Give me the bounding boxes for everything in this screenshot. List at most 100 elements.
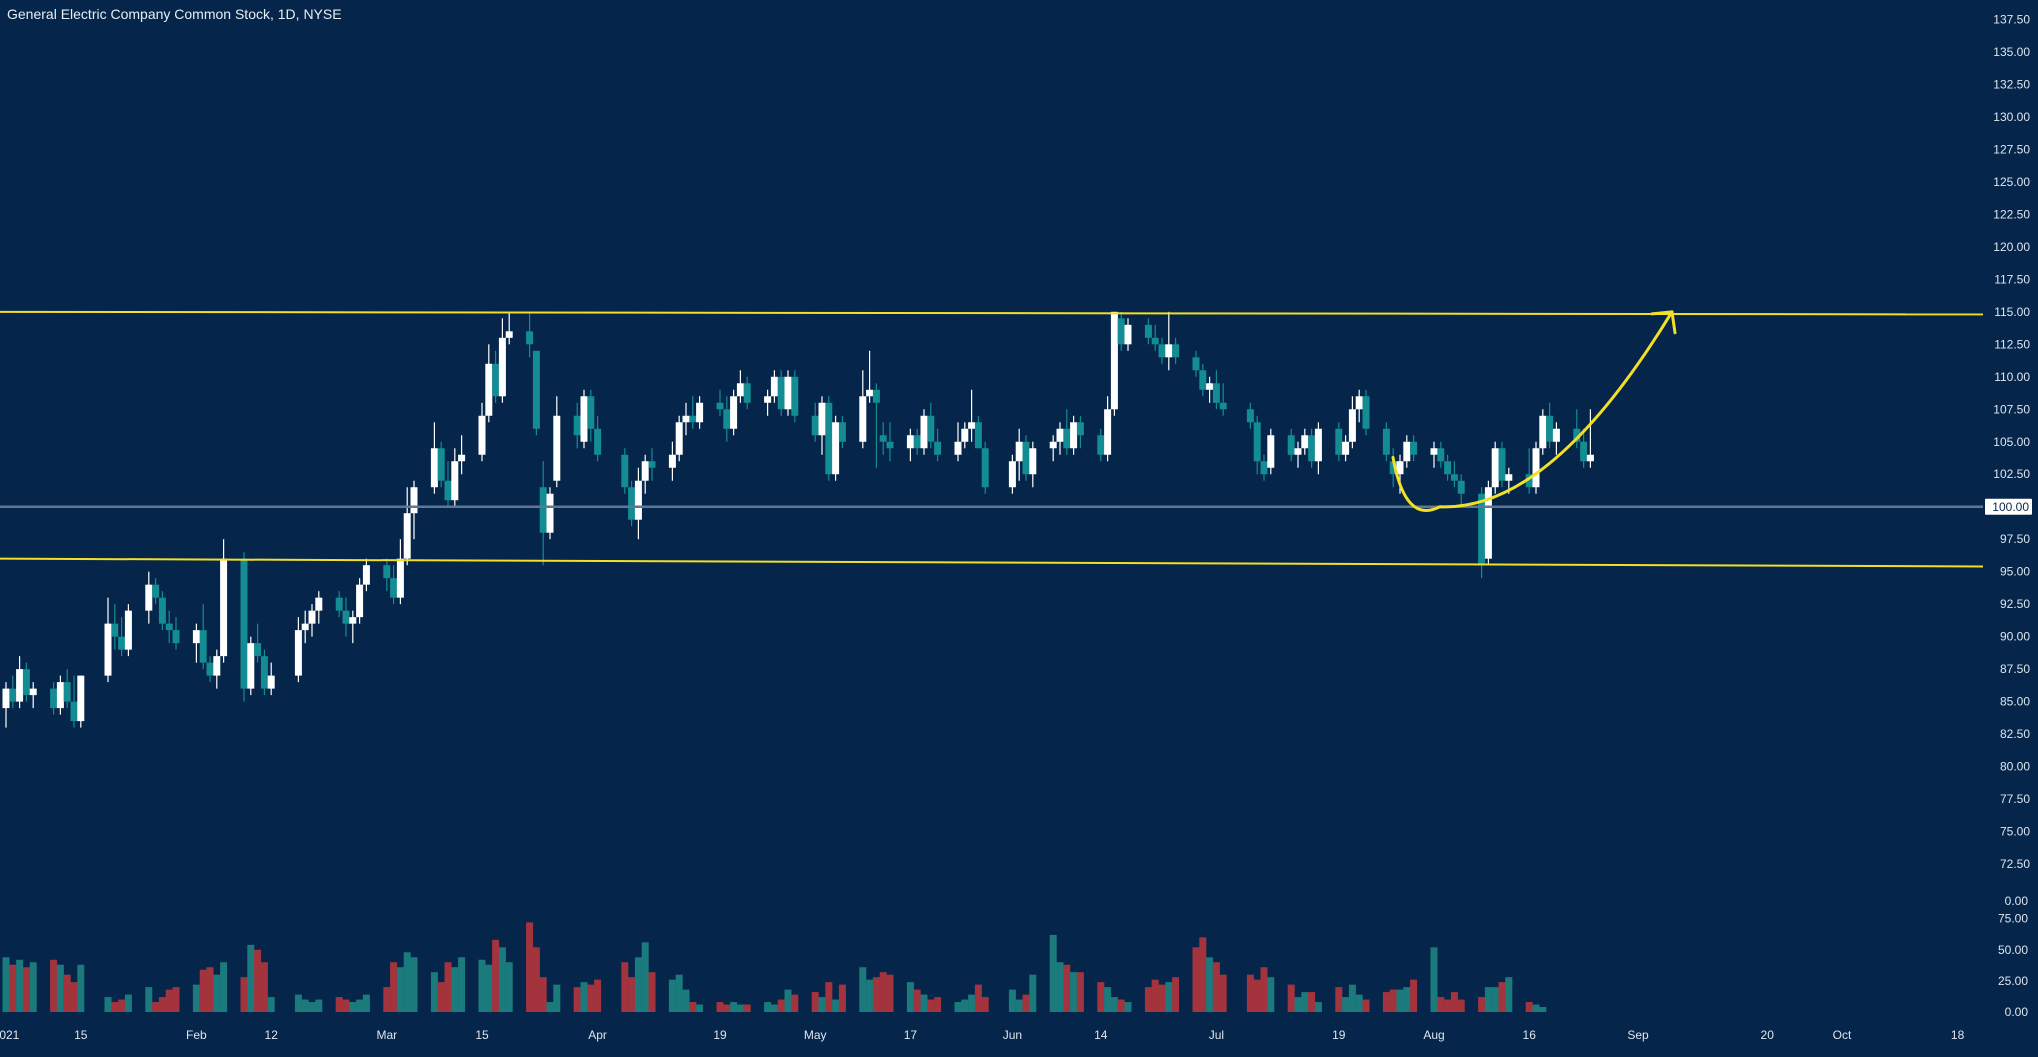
candle (2, 682, 10, 728)
volume-bar (315, 999, 323, 1012)
candle (349, 610, 357, 644)
volume-bar (2, 957, 10, 1012)
candle (1362, 389, 1370, 436)
candle-body (1410, 441, 1418, 455)
candle (1308, 428, 1316, 468)
candle-body (451, 461, 459, 501)
candle (539, 461, 547, 566)
candle-body (77, 675, 85, 722)
volume-bar (934, 997, 942, 1012)
price-tick-label: 77.50 (2000, 792, 2030, 806)
candle (1246, 402, 1254, 429)
candle (879, 422, 887, 455)
volume-bar (1301, 992, 1309, 1012)
candle-body (689, 415, 697, 423)
volume-axis: 0.00 75.00 50.00 25.00 0.00 (1998, 894, 2028, 1019)
candle (934, 428, 942, 462)
price-tick-label: 105.00 (1993, 435, 2030, 449)
candle (526, 311, 534, 358)
candle (1525, 448, 1533, 494)
candle-body (736, 383, 744, 397)
candle (301, 610, 309, 644)
time-axis[interactable]: 2021 15 Feb 12 Mar 15 Apr 19 May 17 Jun 14 Jul 19 Aug 1… (0, 1028, 2038, 1042)
candle-body (1314, 428, 1322, 462)
price-tick-label: 85.00 (2000, 695, 2030, 709)
candle-body (1022, 441, 1030, 475)
candle (63, 669, 71, 709)
candle-body (1396, 461, 1404, 475)
candle-body (1546, 415, 1554, 442)
volume-bar (1192, 947, 1200, 1012)
price-tick-label: 107.50 (1993, 402, 2030, 416)
candle (294, 617, 302, 683)
price-axis[interactable]: 137.50 135.00 132.50 130.00 127.50 125.00 122.… (1985, 12, 2032, 871)
candle (1070, 415, 1078, 455)
candle-body (342, 610, 350, 624)
candle (1260, 454, 1268, 481)
candle-body (872, 389, 880, 403)
resistance-trendline (0, 310, 1984, 316)
time-tick-label: 19 (713, 1028, 727, 1042)
candle-body (104, 623, 112, 676)
volume-bar (1029, 974, 1037, 1012)
volume-bar (1484, 987, 1492, 1012)
volume-bar (1124, 1002, 1132, 1012)
candle-body (1151, 337, 1159, 345)
candle-body (1301, 435, 1309, 449)
candle-body (267, 675, 275, 689)
time-tick-label: May (804, 1028, 827, 1042)
volume-bar (356, 999, 364, 1012)
candle-body (974, 422, 982, 449)
candle (981, 441, 989, 494)
candle (9, 675, 17, 709)
volume-bar (172, 987, 180, 1012)
candle (1015, 428, 1023, 481)
volume-bar (199, 969, 207, 1012)
candle (50, 682, 58, 715)
candle (172, 617, 180, 650)
volume-tick-label: 75.00 (1998, 912, 2028, 926)
volume-bar (641, 942, 649, 1012)
candle (818, 396, 826, 455)
candle-body (1008, 461, 1016, 488)
candle-body (478, 415, 486, 455)
price-tick-label: 97.50 (2000, 532, 2030, 546)
candle-body (390, 578, 398, 598)
candle-body (1192, 357, 1200, 371)
volume-bar (546, 1002, 554, 1012)
time-tick-label: 18 (1951, 1028, 1965, 1042)
volume-bar (342, 999, 350, 1012)
volume-bar (29, 962, 37, 1012)
volume-bar (689, 1002, 697, 1012)
candle (1498, 441, 1506, 488)
volume-bar (954, 1002, 962, 1012)
candle-body (641, 461, 649, 481)
volume-bar (1362, 999, 1370, 1012)
candle-body (1212, 383, 1220, 403)
volume-bar (974, 984, 982, 1012)
candle (1586, 409, 1594, 468)
candle (743, 376, 751, 410)
volume-bar (1246, 974, 1254, 1012)
candle-body (315, 597, 323, 611)
volume-bar (213, 974, 221, 1012)
candle (152, 578, 160, 605)
candle (356, 578, 364, 624)
volume-bar (675, 974, 683, 1012)
volume-bar (1165, 982, 1173, 1012)
candle (1144, 318, 1152, 345)
candle (444, 461, 452, 507)
volume-bar (1335, 987, 1343, 1012)
volume-bar (668, 979, 676, 1012)
candle-body (124, 610, 132, 650)
candle-body (1117, 318, 1125, 345)
candle-body (1484, 487, 1492, 559)
volume-bar (791, 994, 799, 1012)
volume-bar (1212, 962, 1220, 1012)
candle (213, 649, 221, 689)
candle (260, 649, 268, 696)
volume-bar (770, 1004, 778, 1012)
price-tick-label: 135.00 (1993, 45, 2030, 59)
candle-body (63, 682, 71, 702)
